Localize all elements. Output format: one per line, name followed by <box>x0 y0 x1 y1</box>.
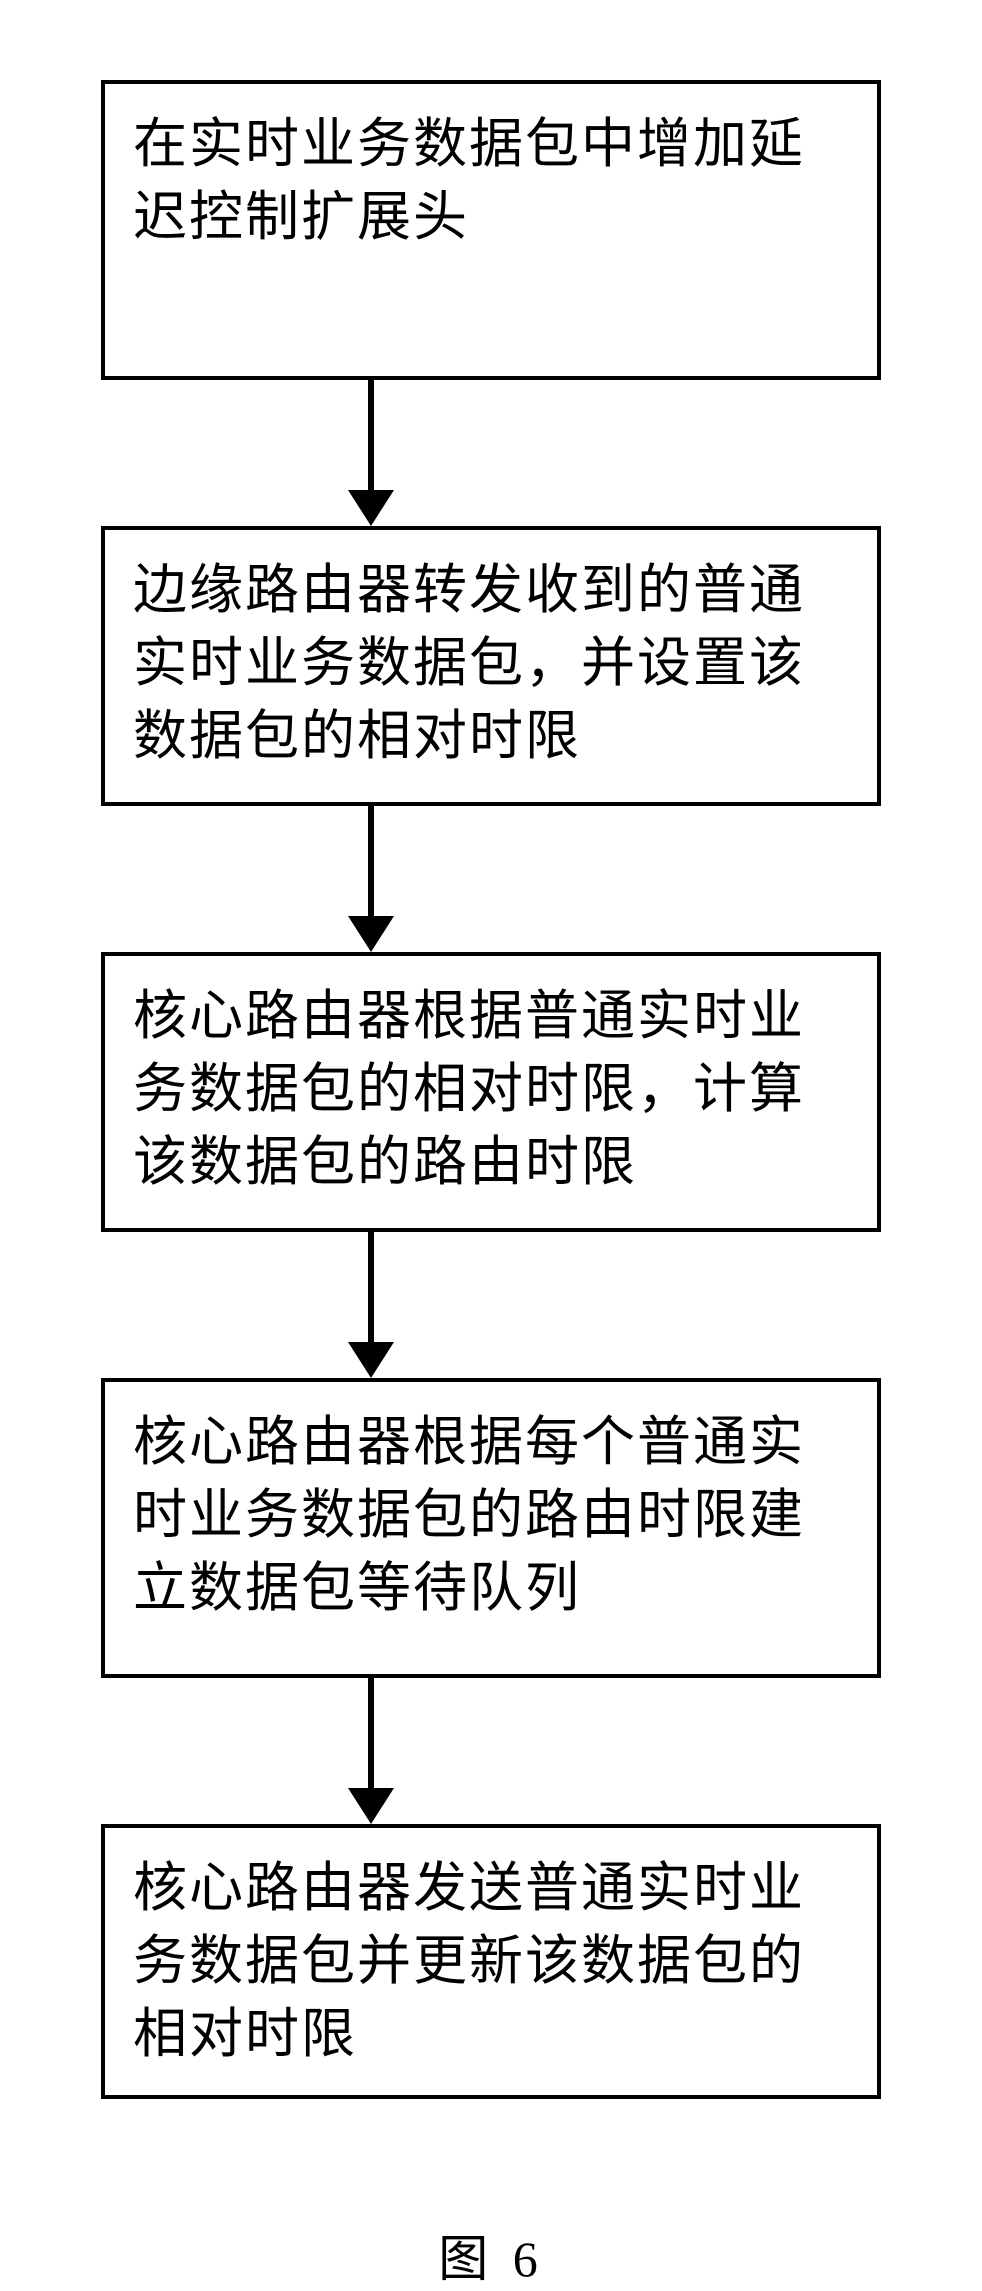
flow-node-n5: 核心路由器发送普通实时业务数据包并更新该数据包的相对时限 <box>101 1824 881 2099</box>
arrow-head-icon <box>348 916 394 952</box>
flow-node-n3: 核心路由器根据普通实时业务数据包的相对时限，计算该数据包的路由时限 <box>101 952 881 1232</box>
flow-arrow <box>348 380 394 526</box>
arrow-head-icon <box>348 1342 394 1378</box>
arrow-shaft <box>368 1232 374 1342</box>
arrow-shaft <box>368 1678 374 1788</box>
flow-node-text: 核心路由器根据每个普通实时业务数据包的路由时限建立数据包等待队列 <box>133 1406 849 1625</box>
flow-arrow <box>348 1232 394 1378</box>
flow-node-text: 核心路由器根据普通实时业务数据包的相对时限，计算该数据包的路由时限 <box>133 980 849 1199</box>
arrow-head-icon <box>348 1788 394 1824</box>
figure-caption: 图 6 <box>0 2219 982 2291</box>
flow-arrow <box>348 806 394 952</box>
arrow-shaft <box>368 806 374 916</box>
arrow-head-icon <box>348 490 394 526</box>
figure-caption-text: 图 6 <box>438 2231 544 2287</box>
flow-node-n4: 核心路由器根据每个普通实时业务数据包的路由时限建立数据包等待队列 <box>101 1378 881 1678</box>
arrow-shaft <box>368 380 374 490</box>
flow-node-text: 在实时业务数据包中增加延迟控制扩展头 <box>133 108 849 254</box>
page: 在实时业务数据包中增加延迟控制扩展头边缘路由器转发收到的普通实时业务数据包，并设… <box>0 0 982 2247</box>
flow-node-text: 核心路由器发送普通实时业务数据包并更新该数据包的相对时限 <box>133 1852 849 2071</box>
flow-node-text: 边缘路由器转发收到的普通实时业务数据包，并设置该数据包的相对时限 <box>133 554 849 773</box>
flowchart: 在实时业务数据包中增加延迟控制扩展头边缘路由器转发收到的普通实时业务数据包，并设… <box>0 80 982 2099</box>
flow-node-n1: 在实时业务数据包中增加延迟控制扩展头 <box>101 80 881 380</box>
flow-node-n2: 边缘路由器转发收到的普通实时业务数据包，并设置该数据包的相对时限 <box>101 526 881 806</box>
flow-arrow <box>348 1678 394 1824</box>
